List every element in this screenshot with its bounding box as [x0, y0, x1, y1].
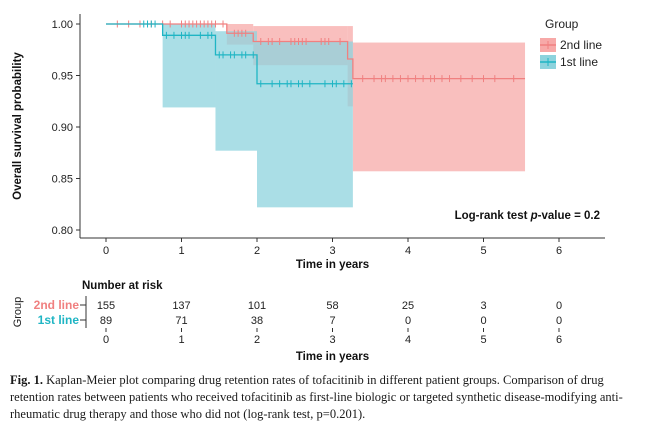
risk-count: 155	[97, 300, 115, 312]
caption-text: Kaplan-Meier plot comparing drug retenti…	[10, 373, 623, 421]
risk-row-label: 2nd line	[34, 298, 80, 312]
y-tick-label: 0.80	[52, 225, 73, 237]
risk-x-tick-label: 2	[254, 334, 260, 346]
risk-table-ylabel: Group	[12, 297, 24, 328]
x-tick-label: 6	[556, 245, 562, 257]
ci-band-1st-line	[257, 41, 353, 208]
legend: Group 2nd line 1st line	[540, 17, 602, 69]
risk-count: 0	[480, 315, 486, 327]
risk-x-tick-label: 1	[178, 334, 184, 346]
risk-count: 38	[251, 315, 263, 327]
risk-count: 101	[248, 300, 266, 312]
risk-count: 71	[175, 315, 187, 327]
risk-x-tick-label: 0	[103, 334, 109, 346]
y-tick-label: 0.90	[52, 122, 73, 134]
legend-label: 2nd line	[560, 38, 602, 52]
risk-count: 0	[405, 315, 411, 327]
risk-count: 7	[329, 315, 335, 327]
legend-label: 1st line	[560, 55, 598, 69]
survival-curve-2nd-line	[106, 23, 526, 80]
risk-count: 0	[556, 315, 562, 327]
ci-band-2nd-line	[352, 42, 526, 172]
plot-area	[106, 20, 526, 208]
risk-count: 0	[556, 300, 562, 312]
x-tick-label: 0	[103, 245, 109, 257]
y-axis-label: Overall survival probability	[12, 52, 24, 200]
figure-caption: Fig. 1. Kaplan-Meier plot comparing drug…	[10, 372, 635, 423]
y-tick-label: 0.85	[52, 174, 73, 186]
caption-label: Fig. 1.	[10, 373, 43, 387]
risk-count: 58	[326, 300, 338, 312]
risk-table-title: Number at risk	[82, 280, 163, 292]
risk-count: 137	[172, 300, 190, 312]
y-tick-label: 1.00	[52, 19, 73, 31]
risk-x-tick-label: 5	[480, 334, 486, 346]
x-tick-label: 2	[254, 245, 260, 257]
risk-count: 89	[100, 315, 112, 327]
y-tick-label: 0.95	[52, 71, 73, 83]
kaplan-meier-chart: 0.80 0.85 0.90 0.95 1.00 0 1 2 3 4 5 6 Time in years…	[12, 14, 605, 363]
axes: 0.80 0.85 0.90 0.95 1.00 0 1 2 3 4 5 6 Time in years…	[12, 14, 605, 271]
x-axis-label: Time in years	[296, 259, 369, 271]
x-tick-label: 3	[329, 245, 335, 257]
ci-band-1st-line	[215, 31, 257, 151]
x-tick-label: 4	[405, 245, 411, 257]
x-tick-label: 5	[480, 245, 486, 257]
survival-curve-1st-line	[106, 23, 353, 85]
risk-x-tick-label: 3	[329, 334, 335, 346]
risk-row-label: 1st line	[38, 313, 80, 327]
legend-title: Group	[545, 17, 579, 31]
risk-count: 3	[480, 300, 486, 312]
x-tick-label: 1	[178, 245, 184, 257]
log-rank-annotation: Log-rank test p-value = 0.2	[455, 210, 600, 222]
risk-x-tick-label: 6	[556, 334, 562, 346]
risk-count: 25	[402, 300, 414, 312]
risk-x-tick-label: 4	[405, 334, 411, 346]
risk-x-axis-label: Time in years	[296, 351, 369, 363]
